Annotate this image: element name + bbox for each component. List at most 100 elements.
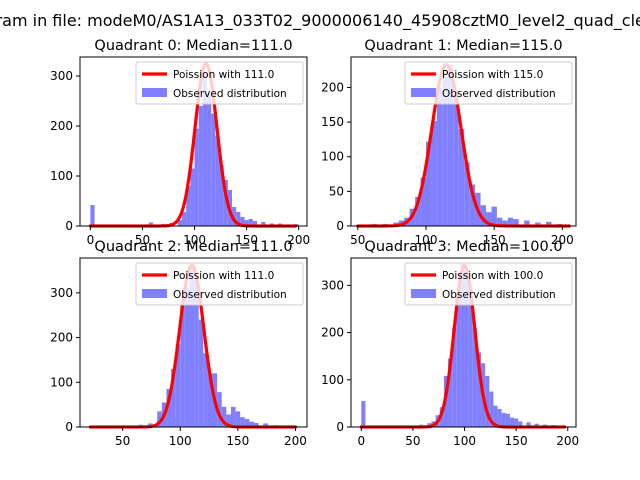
x-tick-label: 200 [284, 434, 307, 448]
y-tick-label: 300 [321, 278, 344, 292]
histogram-bar [215, 136, 220, 226]
histogram-bar [472, 327, 477, 427]
legend-hist-label: Observed distribution [442, 88, 556, 100]
histogram-bar [453, 94, 459, 227]
y-tick-label: 200 [50, 331, 73, 345]
subplot-quadrant-1: 50 100 150 200 0 50 100 150 200 Quadrant 1: Media… [321, 38, 577, 247]
histogram-bar [157, 411, 162, 427]
histogram-bar [232, 207, 237, 226]
subplot-quadrant-0: 0 50 100 150 200 0 100 200 300 Quadrant 0: Median… [50, 38, 310, 247]
histogram-bar [509, 417, 515, 427]
histogram-bar [420, 177, 426, 226]
legend: Poission with 111.0 Observed distribution [135, 262, 304, 306]
histogram-bar [171, 368, 176, 427]
histogram-bar [460, 264, 465, 427]
legend-hist-swatch [411, 289, 436, 298]
histogram-bar [447, 65, 454, 226]
histogram-bar [535, 222, 541, 226]
legend-box [404, 262, 573, 306]
histogram-bar [518, 421, 523, 427]
legend-hist-label: Observed distribution [173, 88, 287, 100]
x-tick-label: 50 [115, 434, 130, 448]
figure-suptitle: Histogram in file: modeM0/AS1A13_033T02_… [0, 11, 640, 31]
legend-box [135, 61, 304, 105]
subplot-title: Quadrant 2: Median=111.0 [94, 239, 292, 255]
histogram-bar [217, 392, 222, 427]
y-tick-label: 100 [321, 373, 344, 387]
histogram-bar [207, 93, 212, 226]
legend-hist-label: Observed distribution [442, 289, 556, 301]
x-tick-label: 50 [405, 434, 420, 448]
histogram-bar [485, 376, 490, 427]
histogram-bar [253, 422, 259, 427]
legend-fit-label: Poission with 111.0 [173, 270, 274, 282]
histogram-bar [514, 418, 519, 427]
histogram-bar [448, 358, 453, 427]
histogram-bar [261, 222, 266, 226]
histogram-bar [184, 288, 190, 427]
y-tick-label: 200 [321, 326, 344, 340]
subplot-title: Quadrant 3: Median=100.0 [364, 239, 562, 255]
histogram-bar [431, 120, 437, 226]
histogram-bar [230, 406, 236, 427]
y-tick-label: 50 [329, 184, 344, 198]
y-tick-label: 100 [50, 375, 73, 389]
x-tick-label: 0 [87, 233, 95, 247]
x-tick-label: 150 [483, 233, 506, 247]
legend: Poission with 100.0 Observed distribution [404, 262, 573, 306]
histogram-bar [226, 414, 231, 427]
legend-fit-label: Poission with 111.0 [173, 69, 274, 81]
histogram-bar [491, 206, 497, 226]
histogram-bar [546, 221, 552, 226]
y-tick-label: 300 [50, 286, 73, 300]
histogram-bar [198, 319, 204, 427]
y-tick-label: 200 [50, 119, 73, 133]
y-tick-label: 0 [65, 219, 73, 233]
legend-fit-label: Poission with 100.0 [442, 270, 543, 282]
histogram-bar [361, 401, 366, 427]
histogram-bar [496, 217, 503, 226]
histogram-bar [489, 391, 494, 427]
x-tick-label: 200 [287, 233, 310, 247]
legend-fit-label: Poission with 115.0 [442, 69, 543, 81]
histogram-bar [456, 294, 461, 427]
subplot-title: Quadrant 1: Median=115.0 [364, 38, 562, 54]
subplot-quadrant-2: 50 100 150 200 0 100 200 300 Quadrant 2: Median=… [50, 239, 308, 448]
y-tick-label: 200 [321, 80, 344, 94]
histogram-bar [415, 196, 421, 226]
x-tick-label: 0 [358, 434, 366, 448]
x-tick-label: 100 [415, 233, 438, 247]
histogram-bar [263, 423, 268, 427]
axes-frame [79, 56, 308, 227]
x-tick-label: 100 [169, 434, 192, 448]
axes-frame [350, 56, 577, 227]
histogram-bar [175, 344, 181, 427]
legend-hist-swatch [142, 289, 167, 298]
histogram-bar [534, 423, 539, 427]
x-tick-label: 150 [235, 233, 258, 247]
histogram-bar [507, 217, 514, 226]
y-tick-label: 150 [321, 115, 344, 129]
histogram-bar [480, 205, 486, 226]
histogram-bar [223, 180, 228, 226]
legend-hist-swatch [411, 88, 436, 97]
histogram-bar [476, 352, 482, 427]
histogram-bar [235, 411, 241, 427]
x-tick-label: 150 [505, 434, 528, 448]
histogram-bar [497, 409, 502, 427]
histogram-bar [236, 212, 241, 226]
legend-box [404, 61, 573, 105]
histogram-bar [513, 219, 519, 226]
histogram-bar [166, 389, 172, 427]
histogram-bar [493, 405, 498, 427]
histogram-bar [90, 205, 95, 226]
y-tick-label: 300 [50, 69, 73, 83]
histogram-bar [240, 417, 245, 427]
histogram-bar [244, 418, 250, 427]
y-tick-label: 0 [65, 420, 73, 434]
histogram-bar [452, 327, 457, 427]
subplot-quadrant-3: 0 50 100 150 200 0 100 200 300 Quadrant 3: Median… [321, 239, 579, 448]
histogram-bar [249, 421, 254, 427]
histogram-bar [207, 373, 213, 427]
histogram-bar [436, 87, 443, 226]
